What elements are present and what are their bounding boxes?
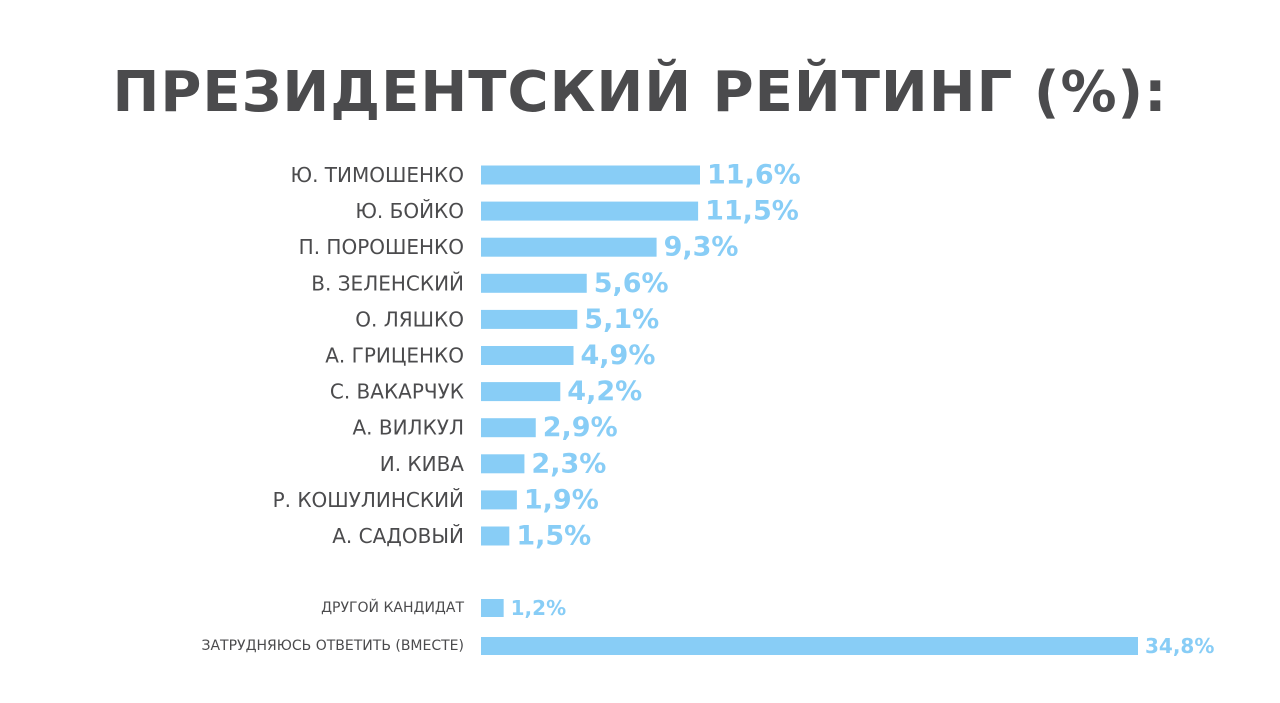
bar (481, 637, 1138, 655)
category-label: Ю. БОЙКО (355, 199, 464, 223)
category-label: О. ЛЯШКО (355, 307, 464, 331)
value-label: 5,1% (584, 304, 659, 335)
bar (481, 346, 574, 365)
bar (481, 273, 587, 293)
value-label: 2,3% (531, 448, 606, 479)
value-label: 2,9% (543, 412, 618, 443)
category-label: В. ЗЕЛЕНСКИЙ (311, 271, 464, 295)
bar (481, 490, 517, 510)
value-label: 34,8% (1145, 634, 1214, 658)
value-label: 1,9% (524, 484, 599, 515)
category-label: А. ГРИЦЕНКО (325, 344, 464, 368)
bar (481, 526, 510, 546)
category-label: Ю. ТИМОШЕНКО (291, 163, 465, 187)
category-label: С. ВАКАРЧУК (330, 380, 464, 404)
bar (481, 599, 504, 617)
bar (481, 382, 561, 402)
chart-title: ПРЕЗИДЕНТСКИЙ РЕЙТИНГ (%): (112, 60, 1168, 125)
category-label: А. САДОВЫЙ (332, 524, 464, 548)
category-label: П. ПОРОШЕНКО (299, 235, 464, 259)
value-label: 1,2% (511, 596, 566, 620)
category-label: И. КИВА (380, 452, 465, 476)
category-label: А. ВИЛКУЛ (352, 416, 464, 440)
category-label: ДРУГОЙ КАНДИДАТ (321, 598, 464, 616)
bar (481, 454, 525, 474)
bar (481, 165, 700, 185)
category-label: Р. КОШУЛИНСКИЙ (273, 488, 464, 512)
bar (481, 418, 536, 438)
value-label: 4,2% (567, 376, 642, 407)
bar (481, 309, 578, 329)
value-label: 11,5% (705, 196, 799, 227)
value-label: 11,6% (707, 160, 801, 191)
bar (481, 201, 699, 221)
bar (481, 237, 657, 257)
value-label: 5,6% (594, 268, 669, 299)
value-label: 4,9% (581, 340, 656, 371)
category-label: ЗАТРУДНЯЮСЬ ОТВЕТИТЬ (ВМЕСТЕ) (202, 638, 465, 654)
value-label: 9,3% (664, 232, 739, 263)
value-label: 1,5% (516, 521, 591, 552)
